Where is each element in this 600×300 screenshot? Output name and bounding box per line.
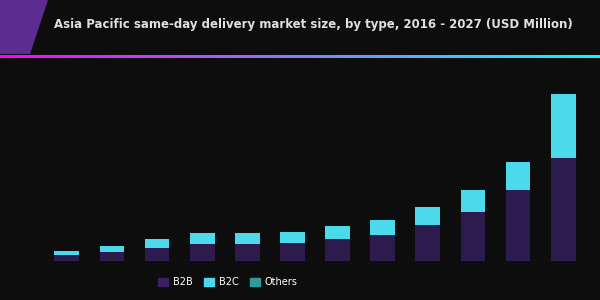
- Bar: [506, 162, 530, 190]
- Bar: [280, 243, 305, 261]
- Bar: [325, 238, 350, 261]
- Bar: [100, 246, 124, 252]
- Bar: [190, 233, 215, 244]
- Bar: [551, 94, 575, 158]
- Bar: [55, 251, 79, 255]
- Text: Asia Pacific same-day delivery market size, by type, 2016 - 2027 (USD Million): Asia Pacific same-day delivery market si…: [54, 18, 573, 31]
- Legend: B2B, B2C, Others: B2B, B2C, Others: [154, 274, 302, 291]
- Bar: [551, 158, 575, 261]
- Polygon shape: [0, 0, 48, 54]
- Bar: [55, 255, 79, 261]
- Bar: [415, 225, 440, 261]
- Bar: [145, 239, 169, 248]
- Bar: [370, 220, 395, 235]
- Bar: [235, 244, 260, 261]
- Bar: [280, 232, 305, 243]
- Bar: [325, 226, 350, 239]
- Bar: [461, 212, 485, 261]
- Bar: [100, 252, 124, 261]
- Bar: [506, 190, 530, 261]
- Bar: [145, 248, 169, 261]
- Bar: [461, 190, 485, 211]
- Bar: [415, 207, 440, 225]
- Bar: [235, 233, 260, 244]
- Bar: [190, 244, 215, 261]
- Bar: [370, 235, 395, 261]
